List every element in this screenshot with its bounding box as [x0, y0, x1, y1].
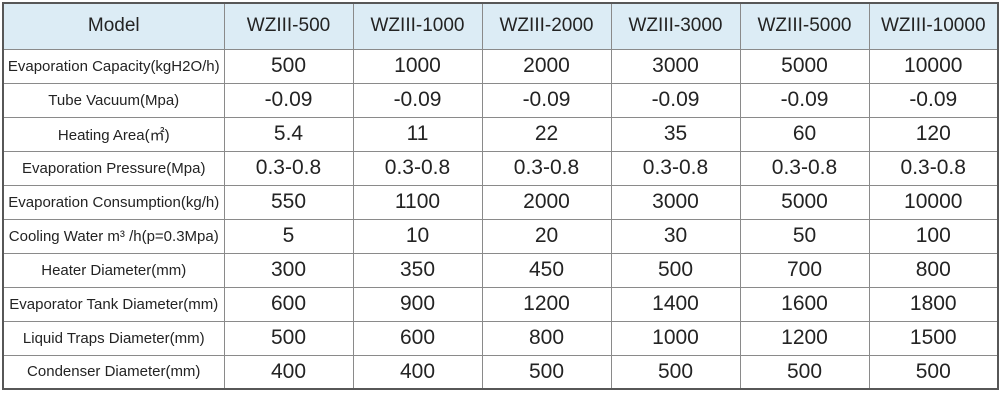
value-cell: 300: [223, 252, 354, 288]
value-cell: 5: [223, 218, 354, 254]
value-cell: 400: [223, 354, 354, 390]
table-row: Cooling Water m³ /h(p=0.3Mpa) 5 10 20 30 50 10…: [2, 218, 999, 254]
table-row: Evaporator Tank Diameter(mm) 600 900 1200 14…: [2, 286, 999, 322]
value-cell: 500: [868, 354, 999, 390]
value-cell: -0.09: [739, 82, 870, 118]
model-column-header: WZIII-500: [223, 2, 354, 50]
value-cell: 600: [223, 286, 354, 322]
value-cell: 100: [868, 218, 999, 254]
value-cell: 10000: [868, 184, 999, 220]
model-column-header: WZIII-10000: [868, 2, 999, 50]
model-column-header: WZIII-3000: [610, 2, 741, 50]
row-label-cell: Evaporation Consumption(kg/h): [2, 184, 225, 220]
model-column-header: WZIII-2000: [481, 2, 612, 50]
value-cell: 11: [352, 116, 483, 152]
value-cell: 0.3-0.8: [739, 150, 870, 186]
row-label-cell: Heating Area(㎡): [2, 116, 225, 152]
header-row: Model WZIII-500 WZIII-1000 WZIII-2000 WZIII-…: [2, 2, 999, 50]
value-cell: 3000: [610, 184, 741, 220]
table-row: Condenser Diameter(mm) 400 400 500 500 500 500: [2, 354, 999, 390]
value-cell: 1800: [868, 286, 999, 322]
value-cell: 400: [352, 354, 483, 390]
table-row: Evaporation Pressure(Mpa) 0.3-0.8 0.3-0.8 0…: [2, 150, 999, 186]
value-cell: 5000: [739, 48, 870, 84]
value-cell: 0.3-0.8: [868, 150, 999, 186]
value-cell: 350: [352, 252, 483, 288]
model-column-header: WZIII-1000: [352, 2, 483, 50]
model-column-header: WZIII-5000: [739, 2, 870, 50]
value-cell: 0.3-0.8: [610, 150, 741, 186]
value-cell: 0.3-0.8: [352, 150, 483, 186]
value-cell: 450: [481, 252, 612, 288]
value-cell: 0.3-0.8: [223, 150, 354, 186]
product-spec-table: Model WZIII-500 WZIII-1000 WZIII-2000 WZIII-…: [2, 2, 999, 390]
value-cell: 500: [739, 354, 870, 390]
row-label-cell: Tube Vacuum(Mpa): [2, 82, 225, 118]
value-cell: 500: [610, 354, 741, 390]
value-cell: 900: [352, 286, 483, 322]
value-cell: 550: [223, 184, 354, 220]
value-cell: 500: [223, 48, 354, 84]
value-cell: 1400: [610, 286, 741, 322]
value-cell: 500: [223, 320, 354, 356]
value-cell: 0.3-0.8: [481, 150, 612, 186]
value-cell: 22: [481, 116, 612, 152]
table-row: Evaporation Capacity(kgH2O/h) 500 1000 2000…: [2, 48, 999, 84]
value-cell: 10: [352, 218, 483, 254]
value-cell: 600: [352, 320, 483, 356]
value-cell: 30: [610, 218, 741, 254]
value-cell: 1200: [481, 286, 612, 322]
value-cell: 2000: [481, 48, 612, 84]
row-label-cell: Condenser Diameter(mm): [2, 354, 225, 390]
table-row: Liquid Traps Diameter(mm) 500 600 800 1000 12…: [2, 320, 999, 356]
row-label-cell: Liquid Traps Diameter(mm): [2, 320, 225, 356]
value-cell: 500: [610, 252, 741, 288]
value-cell: 1000: [352, 48, 483, 84]
value-cell: 35: [610, 116, 741, 152]
value-cell: 700: [739, 252, 870, 288]
row-label-cell: Cooling Water m³ /h(p=0.3Mpa): [2, 218, 225, 254]
value-cell: 800: [481, 320, 612, 356]
value-cell: 1100: [352, 184, 483, 220]
value-cell: -0.09: [352, 82, 483, 118]
value-cell: 800: [868, 252, 999, 288]
value-cell: 5.4: [223, 116, 354, 152]
value-cell: 20: [481, 218, 612, 254]
value-cell: 60: [739, 116, 870, 152]
value-cell: 1200: [739, 320, 870, 356]
value-cell: -0.09: [610, 82, 741, 118]
value-cell: 1500: [868, 320, 999, 356]
value-cell: 1600: [739, 286, 870, 322]
row-label-cell: Heater Diameter(mm): [2, 252, 225, 288]
row-label-cell: Evaporation Pressure(Mpa): [2, 150, 225, 186]
value-cell: 120: [868, 116, 999, 152]
table-row: Evaporation Consumption(kg/h) 550 1100 2000…: [2, 184, 999, 220]
row-label-cell: Evaporation Capacity(kgH2O/h): [2, 48, 225, 84]
row-label-cell: Evaporator Tank Diameter(mm): [2, 286, 225, 322]
value-cell: 50: [739, 218, 870, 254]
value-cell: -0.09: [223, 82, 354, 118]
model-header-cell: Model: [2, 2, 225, 50]
value-cell: 500: [481, 354, 612, 390]
value-cell: 1000: [610, 320, 741, 356]
value-cell: 3000: [610, 48, 741, 84]
value-cell: 5000: [739, 184, 870, 220]
value-cell: -0.09: [868, 82, 999, 118]
value-cell: 10000: [868, 48, 999, 84]
table-row: Tube Vacuum(Mpa) -0.09 -0.09 -0.09 -0.09 -0.0…: [2, 82, 999, 118]
value-cell: -0.09: [481, 82, 612, 118]
table-row: Heating Area(㎡) 5.4 11 22 35 60 120: [2, 116, 999, 152]
table-row: Heater Diameter(mm) 300 350 450 500 700 800: [2, 252, 999, 288]
value-cell: 2000: [481, 184, 612, 220]
